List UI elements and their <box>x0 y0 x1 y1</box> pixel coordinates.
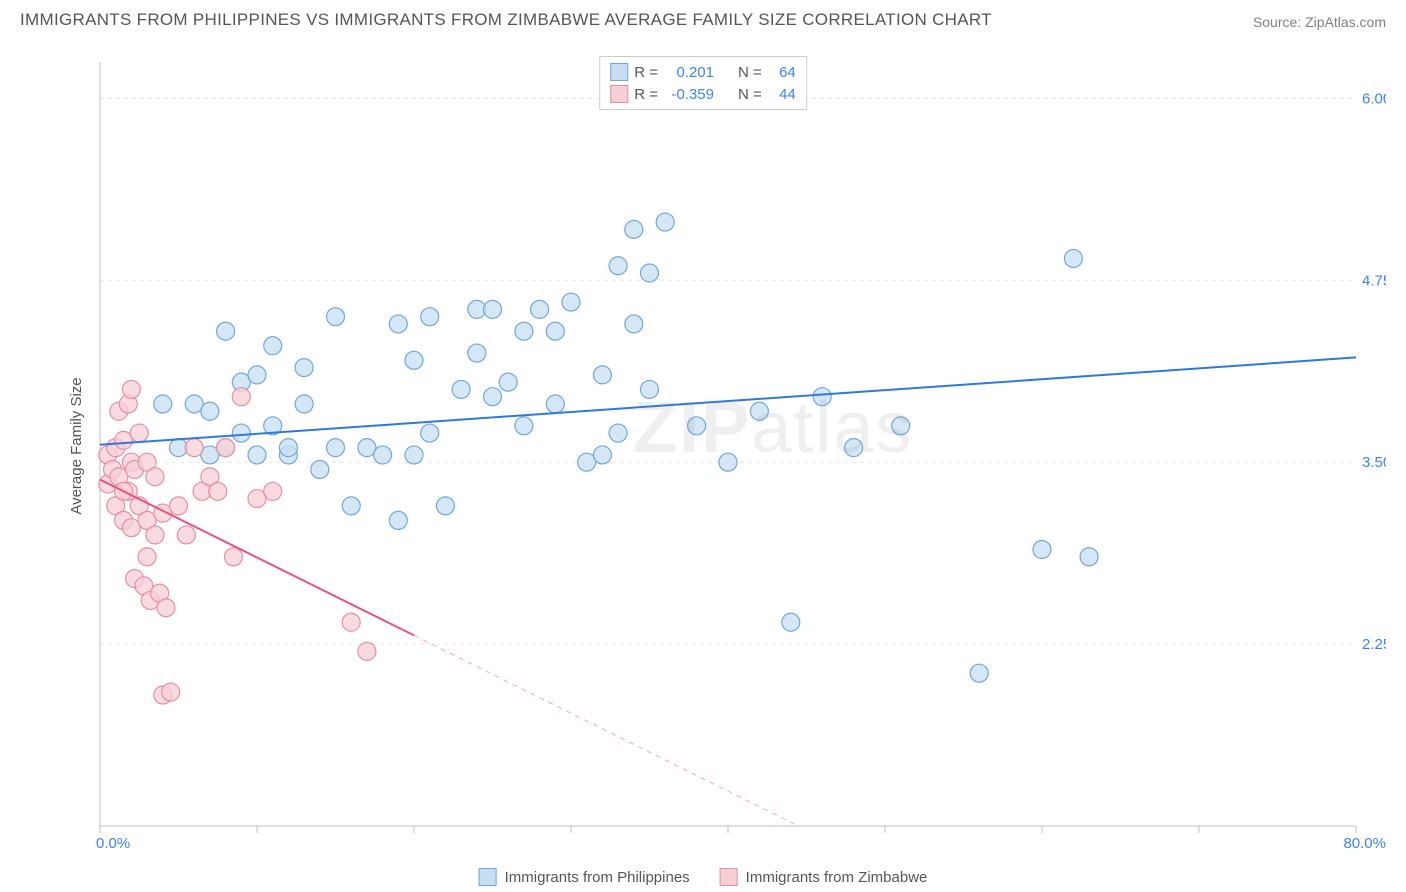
n-value: 64 <box>768 64 796 81</box>
legend-row-zimbabwe: R = -0.359 N = 44 <box>610 83 796 105</box>
legend-swatch-icon <box>610 85 628 103</box>
n-value: 44 <box>768 86 796 103</box>
legend-label: Immigrants from Zimbabwe <box>746 869 928 886</box>
svg-text:3.50: 3.50 <box>1362 454 1386 471</box>
series-legend: Immigrants from Philippines Immigrants f… <box>479 868 928 886</box>
svg-text:80.0%: 80.0% <box>1343 835 1386 852</box>
legend-item-zimbabwe: Immigrants from Zimbabwe <box>720 868 928 886</box>
r-value: 0.201 <box>664 64 714 81</box>
scatter-chart: 2.25 3.50 4.75 6.00 0.0% 80.0% <box>50 50 1386 862</box>
n-label: N = <box>738 86 762 103</box>
svg-text:2.25: 2.25 <box>1362 636 1386 653</box>
chart-area: 2.25 3.50 4.75 6.00 0.0% 80.0% <box>50 50 1386 862</box>
legend-row-philippines: R = 0.201 N = 64 <box>610 61 796 83</box>
legend-swatch-icon <box>479 868 497 886</box>
svg-text:6.00: 6.00 <box>1362 90 1386 107</box>
r-value: -0.359 <box>664 86 714 103</box>
n-label: N = <box>738 64 762 81</box>
svg-text:4.75: 4.75 <box>1362 272 1386 289</box>
svg-text:0.0%: 0.0% <box>96 835 130 852</box>
chart-title: IMMIGRANTS FROM PHILIPPINES VS IMMIGRANT… <box>20 10 992 30</box>
r-label: R = <box>634 64 658 81</box>
source-attribution: Source: ZipAtlas.com <box>1253 14 1386 30</box>
r-label: R = <box>634 86 658 103</box>
legend-item-philippines: Immigrants from Philippines <box>479 868 690 886</box>
legend-label: Immigrants from Philippines <box>505 869 690 886</box>
legend-swatch-icon <box>720 868 738 886</box>
legend-swatch-icon <box>610 63 628 81</box>
correlation-legend: R = 0.201 N = 64 R = -0.359 N = 44 <box>599 56 807 110</box>
